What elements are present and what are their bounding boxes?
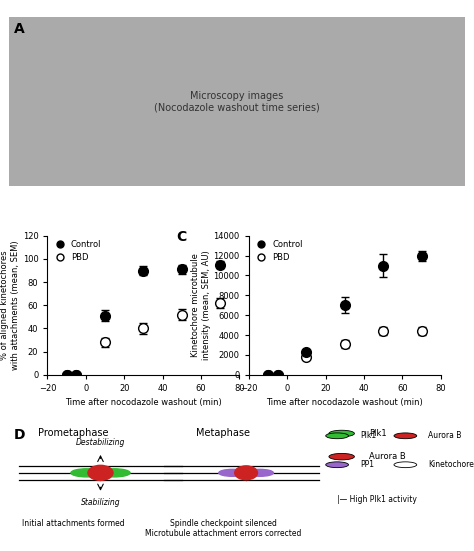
Circle shape bbox=[71, 469, 103, 477]
Circle shape bbox=[326, 433, 348, 439]
Circle shape bbox=[394, 462, 417, 468]
Text: PP1: PP1 bbox=[360, 460, 374, 469]
Text: Microtubule attachment errors corrected: Microtubule attachment errors corrected bbox=[145, 528, 301, 538]
Text: Prometaphase: Prometaphase bbox=[38, 428, 109, 437]
Ellipse shape bbox=[88, 466, 113, 480]
Text: Destabilizing: Destabilizing bbox=[76, 439, 125, 447]
Legend: Control, PBD: Control, PBD bbox=[253, 240, 303, 262]
Text: C: C bbox=[176, 230, 186, 244]
Circle shape bbox=[326, 462, 348, 468]
Text: Plk1: Plk1 bbox=[360, 431, 376, 440]
Circle shape bbox=[394, 433, 417, 439]
Text: Metaphase: Metaphase bbox=[196, 428, 250, 437]
Text: Spindle checkpoint silenced: Spindle checkpoint silenced bbox=[170, 520, 277, 528]
Text: D: D bbox=[14, 428, 26, 442]
Text: Plk1: Plk1 bbox=[369, 429, 387, 438]
Text: A: A bbox=[14, 21, 25, 36]
Circle shape bbox=[329, 453, 355, 460]
Text: Microscopy images
(Nocodazole washout time series): Microscopy images (Nocodazole washout ti… bbox=[154, 90, 320, 112]
Text: Aurora B: Aurora B bbox=[428, 431, 462, 440]
X-axis label: Time after nocodazole washout (min): Time after nocodazole washout (min) bbox=[65, 398, 222, 407]
Legend: Control, PBD: Control, PBD bbox=[52, 240, 101, 262]
Y-axis label: % of aligned kinetochores
with attachments (mean, SEM): % of aligned kinetochores with attachmen… bbox=[0, 240, 20, 370]
X-axis label: Time after nocodazole washout (min): Time after nocodazole washout (min) bbox=[266, 398, 423, 407]
Text: Stabilizing: Stabilizing bbox=[81, 498, 120, 507]
Circle shape bbox=[246, 469, 273, 476]
Text: Kinetochore: Kinetochore bbox=[428, 460, 474, 469]
Circle shape bbox=[329, 430, 355, 437]
Ellipse shape bbox=[235, 466, 257, 480]
Circle shape bbox=[219, 469, 246, 476]
Text: Aurora B: Aurora B bbox=[369, 452, 406, 461]
Text: Initial attachments formed: Initial attachments formed bbox=[22, 520, 125, 528]
Text: |— High Plk1 activity: |— High Plk1 activity bbox=[337, 495, 417, 504]
Y-axis label: Kinetochore microtubule
intensity (mean, SEM, AU): Kinetochore microtubule intensity (mean,… bbox=[191, 250, 211, 360]
Circle shape bbox=[98, 469, 130, 477]
